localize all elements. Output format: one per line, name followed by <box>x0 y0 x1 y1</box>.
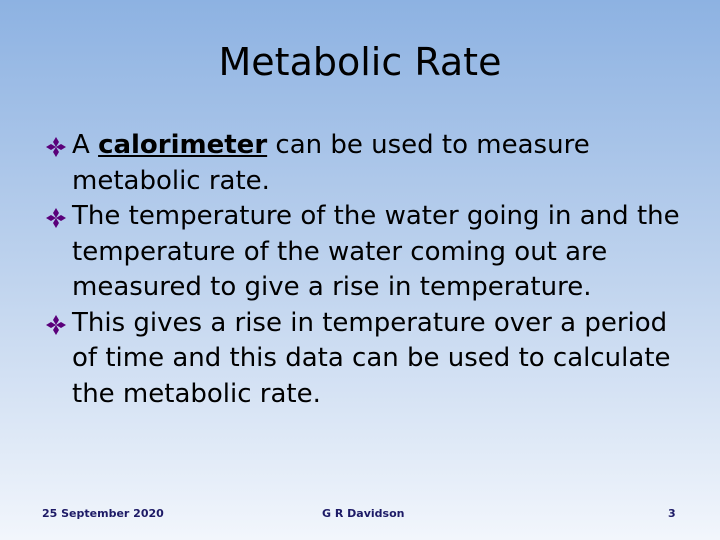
slide-title: Metabolic Rate <box>218 40 502 84</box>
bullet: A calorimeter can be used to measure met… <box>46 128 686 199</box>
bullet-marker <box>46 208 66 228</box>
bullet-marker <box>46 314 66 335</box>
bullet-text: A <box>72 130 90 160</box>
bullet-marker <box>46 137 66 157</box>
footer-author: G R Davidson <box>322 507 405 520</box>
bullet: The temperature of the water going in an… <box>46 199 686 306</box>
bullet-text: can be used to measure metabolic rate. <box>72 130 590 196</box>
bullet: This gives a rise in temperature over a … <box>46 306 686 413</box>
footer-date: 25 September 2020 <box>42 507 164 520</box>
key-term: calorimeter <box>98 130 268 160</box>
page-number: 3 <box>668 507 676 520</box>
bullet-list: A calorimeter can be used to measure met… <box>46 128 686 412</box>
bullet-text: The temperature of the water going in an… <box>72 201 680 302</box>
bullet-text: This gives a rise in temperature over a … <box>72 307 671 409</box>
